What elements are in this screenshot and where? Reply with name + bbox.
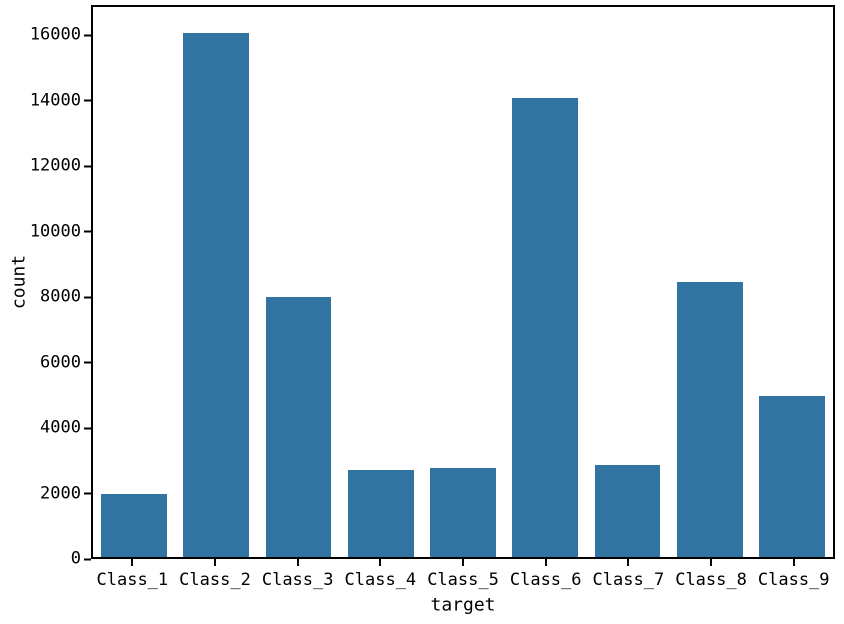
x-tick-Class_7: Class_7: [587, 559, 670, 589]
y-tick-label: 6000: [40, 352, 81, 373]
x-tick-label: Class_8: [675, 570, 747, 590]
x-tick-Class_5: Class_5: [422, 559, 505, 589]
y-tick-label: 14000: [29, 90, 81, 111]
bar-Class_4: [347, 469, 414, 557]
x-tick-label: Class_6: [509, 570, 582, 590]
y-tick-12000: 12000: [29, 155, 91, 176]
y-tick-0: 0: [70, 548, 91, 569]
y-axis-ticks: 0 2000 4000 6000 8000 10000 12000 14000 16000: [0, 5, 91, 567]
bar-Class_6: [512, 97, 579, 557]
x-tick-label: Class_7: [592, 570, 665, 590]
y-tick-mark: [84, 99, 91, 102]
bar-slot-Class_2: [175, 7, 257, 557]
y-tick-mark: [84, 230, 91, 233]
y-tick-label: 0: [70, 548, 81, 569]
x-tick-mark: [462, 559, 465, 566]
x-tick-Class_4: Class_4: [339, 559, 422, 589]
y-tick-mark: [84, 361, 91, 364]
y-tick-label: 12000: [29, 155, 81, 176]
bar-slot-Class_1: [93, 7, 175, 557]
x-tick-label: Class_3: [261, 570, 334, 590]
bar-slot-Class_4: [340, 7, 422, 557]
bar-slot-Class_6: [504, 7, 586, 557]
y-tick-mark: [84, 296, 91, 299]
bar-slot-Class_7: [586, 7, 668, 557]
x-tick-Class_6: Class_6: [504, 559, 587, 589]
y-tick-4000: 4000: [40, 417, 91, 438]
x-tick-mark: [792, 559, 795, 566]
y-tick-mark: [84, 492, 91, 495]
x-tick-mark: [710, 559, 713, 566]
bar-Class_3: [265, 296, 332, 557]
plot-area: [91, 5, 835, 559]
y-tick-2000: 2000: [40, 485, 91, 502]
y-tick-mark: [84, 558, 91, 560]
bar-slot-Class_3: [257, 7, 339, 557]
y-tick-label: 4000: [40, 417, 81, 438]
x-axis-label: target: [430, 594, 496, 616]
x-tick-label: Class_2: [179, 570, 251, 590]
x-tick-Class_9: Class_9: [752, 559, 835, 589]
y-tick-label: 16000: [29, 24, 81, 45]
y-tick-mark: [84, 165, 91, 168]
bar-Class_9: [758, 396, 825, 557]
bar-Class_8: [676, 282, 743, 557]
y-tick-mark: [84, 34, 91, 37]
y-tick-14000: 14000: [30, 92, 91, 109]
x-tick-label: Class_5: [427, 570, 499, 590]
bar-slot-Class_9: [751, 7, 833, 557]
x-tick-label: Class_9: [757, 570, 830, 590]
x-tick-mark: [296, 559, 299, 566]
y-tick-label: 10000: [29, 221, 81, 242]
y-tick-10000: 10000: [30, 223, 91, 240]
y-tick-8000: 8000: [40, 286, 91, 307]
bar-Class_7: [594, 464, 661, 557]
y-tick-label: 8000: [40, 286, 81, 307]
x-tick-mark: [214, 559, 216, 566]
y-tick-mark: [84, 427, 91, 430]
x-tick-mark: [627, 559, 630, 566]
bar-Class_5: [430, 468, 496, 557]
y-tick-6000: 6000: [40, 354, 91, 371]
x-tick-label: Class_4: [344, 570, 417, 590]
y-tick-16000: 16000: [29, 24, 91, 45]
bar-Class_2: [183, 33, 250, 557]
bar-Class_1: [101, 494, 167, 557]
bar-slot-Class_8: [669, 7, 751, 557]
x-tick-Class_3: Class_3: [256, 559, 339, 589]
y-tick-label: 2000: [40, 483, 81, 504]
x-tick-Class_8: Class_8: [670, 559, 753, 589]
x-tick-Class_2: Class_2: [174, 559, 257, 589]
x-tick-mark: [379, 559, 382, 566]
x-tick-Class_1: Class_1: [91, 559, 174, 589]
x-tick-mark: [131, 559, 134, 566]
bar-slot-Class_5: [422, 7, 504, 557]
x-tick-label: Class_1: [96, 570, 169, 590]
x-tick-mark: [544, 559, 547, 566]
x-axis-ticks: Class_1 Class_2 Class_3 Class_4 Class_5 Class…: [91, 559, 835, 589]
bars: [93, 7, 833, 557]
